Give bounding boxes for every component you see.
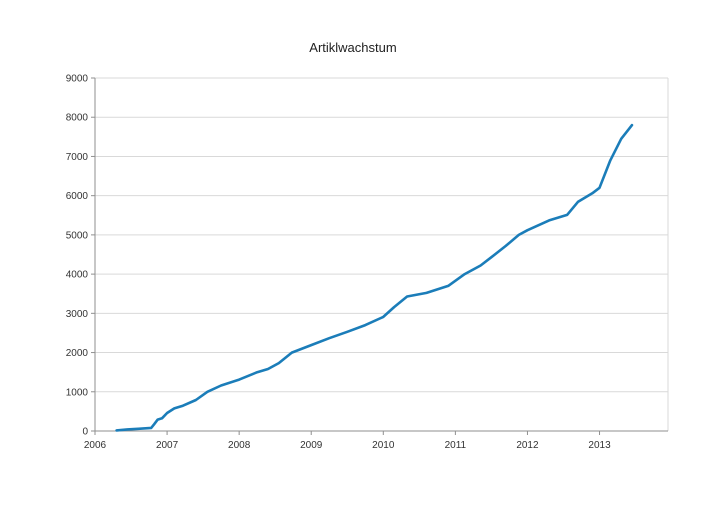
x-tick-label: 2012 [516, 440, 539, 451]
x-tick-label: 2011 [445, 440, 467, 451]
y-tick-label: 5000 [66, 230, 89, 241]
x-tick-label: 2006 [84, 440, 107, 451]
y-tick-label: 4000 [66, 270, 89, 281]
y-tick-label: 1000 [66, 387, 89, 398]
x-tick-label: 2007 [156, 440, 179, 451]
y-tick-label: 2000 [66, 348, 89, 359]
y-tick-label: 8000 [66, 113, 89, 124]
x-tick-label: 2013 [588, 440, 611, 451]
y-tick-label: 3000 [66, 309, 89, 320]
x-tick-label: 2009 [300, 440, 323, 451]
y-tick-label: 9000 [66, 74, 89, 85]
data-line [115, 123, 634, 432]
y-tick-label: 7000 [66, 152, 89, 163]
y-tick-label: 6000 [66, 191, 89, 202]
x-tick-label: 2008 [228, 440, 251, 451]
y-tick-label: 0 [82, 427, 88, 438]
chart-title: Artiklwachstum [309, 40, 397, 55]
x-tick-label: 2010 [372, 440, 395, 451]
